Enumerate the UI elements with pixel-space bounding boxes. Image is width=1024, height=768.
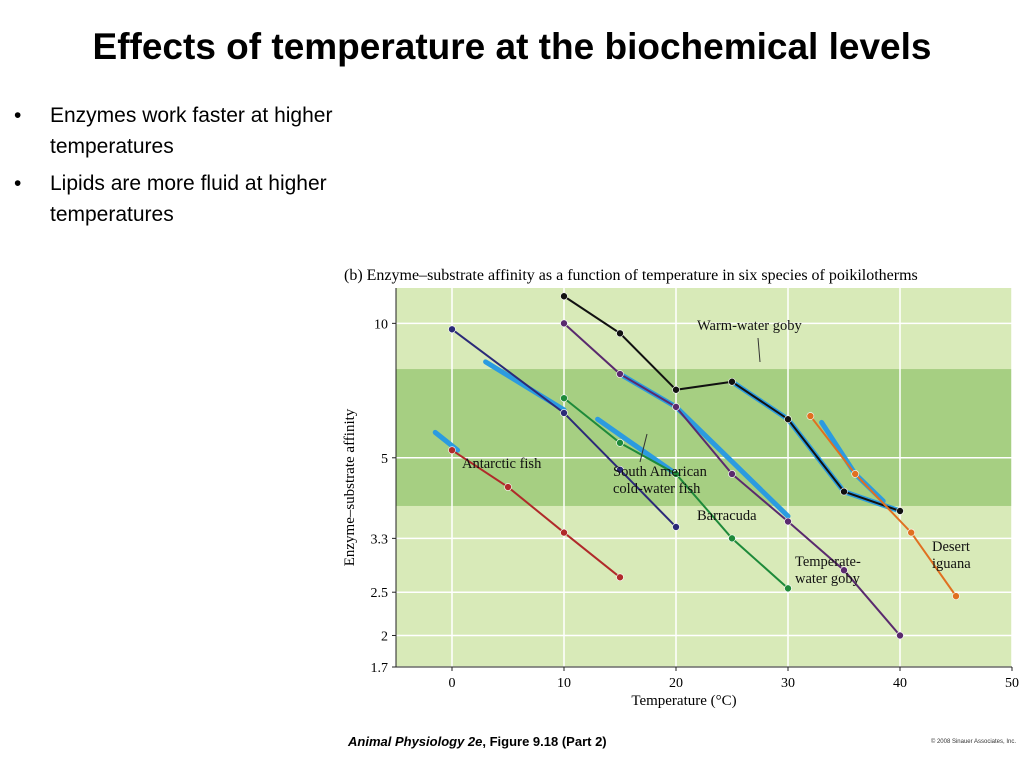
bullet-mark: • bbox=[14, 172, 22, 195]
series-label: Barracuda bbox=[697, 508, 757, 524]
data-point bbox=[784, 517, 792, 526]
y-tick-label: 10 bbox=[374, 317, 388, 332]
y-axis-title: Enzyme–substrate affinity bbox=[342, 408, 358, 566]
series-line bbox=[451, 449, 621, 579]
y-tick-label: 1.7 bbox=[371, 661, 389, 676]
data-point bbox=[840, 487, 848, 496]
y-tick-label: 5 bbox=[381, 452, 388, 467]
series-label: Temperate- bbox=[795, 554, 861, 570]
source-citation: Animal Physiology 2e, Figure 9.18 (Part … bbox=[348, 734, 607, 749]
data-point bbox=[616, 573, 624, 582]
slide-title: Effects of temperature at the biochemica… bbox=[92, 26, 932, 67]
y-tick-label: 3.3 bbox=[371, 532, 389, 547]
enzyme-affinity-chart: 0 10 20 30 40 50 1.7 2 2.5 3.3 5 10 Temperature (°C)… bbox=[342, 288, 1019, 709]
series-label: water goby bbox=[795, 571, 861, 587]
series-label: cold-water fish bbox=[613, 481, 701, 497]
data-point bbox=[728, 377, 736, 386]
series-label: South American bbox=[613, 464, 708, 480]
data-point bbox=[616, 329, 624, 338]
data-point bbox=[560, 394, 568, 402]
data-point bbox=[896, 507, 904, 515]
data-point bbox=[806, 412, 815, 420]
bullet-text: Enzymes work faster at higher temperatur… bbox=[50, 104, 333, 158]
figure-caption: (b) Enzyme–substrate affinity as a funct… bbox=[344, 267, 918, 285]
series-label: iguana bbox=[932, 556, 971, 572]
data-point bbox=[560, 319, 568, 328]
figure: (b) Enzyme–substrate affinity as a funct… bbox=[340, 258, 1024, 768]
x-tick-label: 10 bbox=[557, 676, 571, 691]
y-tick-label: 2 bbox=[381, 629, 388, 644]
panel-label: (b) bbox=[344, 267, 363, 284]
data-point bbox=[672, 470, 680, 478]
data-point bbox=[672, 403, 680, 411]
x-tick-label: 0 bbox=[449, 676, 456, 691]
source-rest: , Figure 9.18 (Part 2) bbox=[482, 734, 607, 749]
series-label: Warm-water goby bbox=[697, 318, 802, 334]
data-point bbox=[616, 465, 624, 474]
data-point bbox=[448, 446, 456, 454]
series-line bbox=[451, 328, 677, 528]
bullet-text: Lipids are more fluid at higher temperat… bbox=[50, 172, 327, 226]
x-tick-label: 40 bbox=[893, 676, 907, 691]
data-point bbox=[784, 415, 792, 424]
series-highlight bbox=[595, 416, 679, 477]
data-point bbox=[728, 534, 736, 543]
data-point bbox=[907, 528, 916, 537]
data-point bbox=[560, 528, 568, 537]
data-point bbox=[840, 566, 848, 575]
data-point bbox=[616, 370, 624, 378]
series-label: Desert bbox=[932, 539, 970, 555]
bullet-item-enzymes: • Enzymes work faster at higher temperat… bbox=[14, 100, 414, 162]
data-point bbox=[560, 292, 568, 301]
data-point bbox=[504, 483, 512, 491]
copyright-note: © 2008 Sinauer Associates, Inc. bbox=[930, 739, 1016, 745]
y-tick-label: 2.5 bbox=[371, 586, 389, 601]
label-leader bbox=[639, 433, 648, 463]
data-point bbox=[672, 523, 680, 531]
source-title: Animal Physiology 2e bbox=[348, 734, 483, 749]
data-point bbox=[851, 470, 860, 478]
series-line bbox=[809, 415, 957, 597]
bullet-item-lipids: • Lipids are more fluid at higher temper… bbox=[14, 168, 414, 230]
series-label: Antarctic fish bbox=[462, 456, 542, 472]
label-leader bbox=[757, 337, 761, 363]
bullet-mark: • bbox=[14, 104, 22, 127]
x-axis-title: Temperature (°C) bbox=[631, 693, 736, 709]
data-point bbox=[616, 439, 624, 447]
bullet-list: • Enzymes work faster at higher temperat… bbox=[14, 100, 414, 236]
data-point bbox=[672, 385, 680, 394]
x-tick-label: 20 bbox=[669, 676, 683, 691]
series-highlight bbox=[483, 359, 567, 413]
data-point bbox=[560, 409, 568, 417]
x-tick-label: 30 bbox=[781, 676, 795, 691]
x-tick-label: 50 bbox=[1005, 676, 1019, 691]
data-point bbox=[728, 470, 736, 478]
data-point bbox=[952, 592, 960, 600]
data-point bbox=[448, 325, 456, 334]
data-point bbox=[784, 584, 792, 593]
data-point bbox=[896, 631, 904, 640]
caption-text: Enzyme–substrate affinity as a function … bbox=[366, 267, 918, 284]
